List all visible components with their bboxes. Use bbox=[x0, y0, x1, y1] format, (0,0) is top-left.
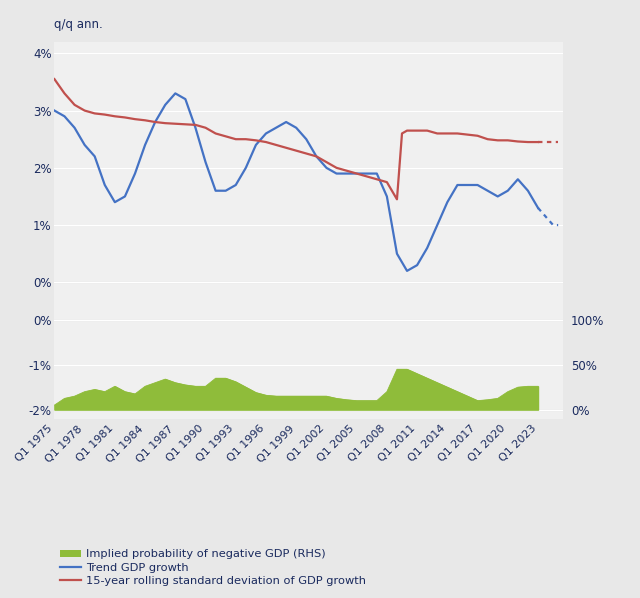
Legend: Implied probability of negative GDP (RHS), Trend GDP growth, 15-year rolling sta: Implied probability of negative GDP (RHS… bbox=[60, 550, 366, 586]
Text: q/q ann.: q/q ann. bbox=[54, 18, 102, 31]
